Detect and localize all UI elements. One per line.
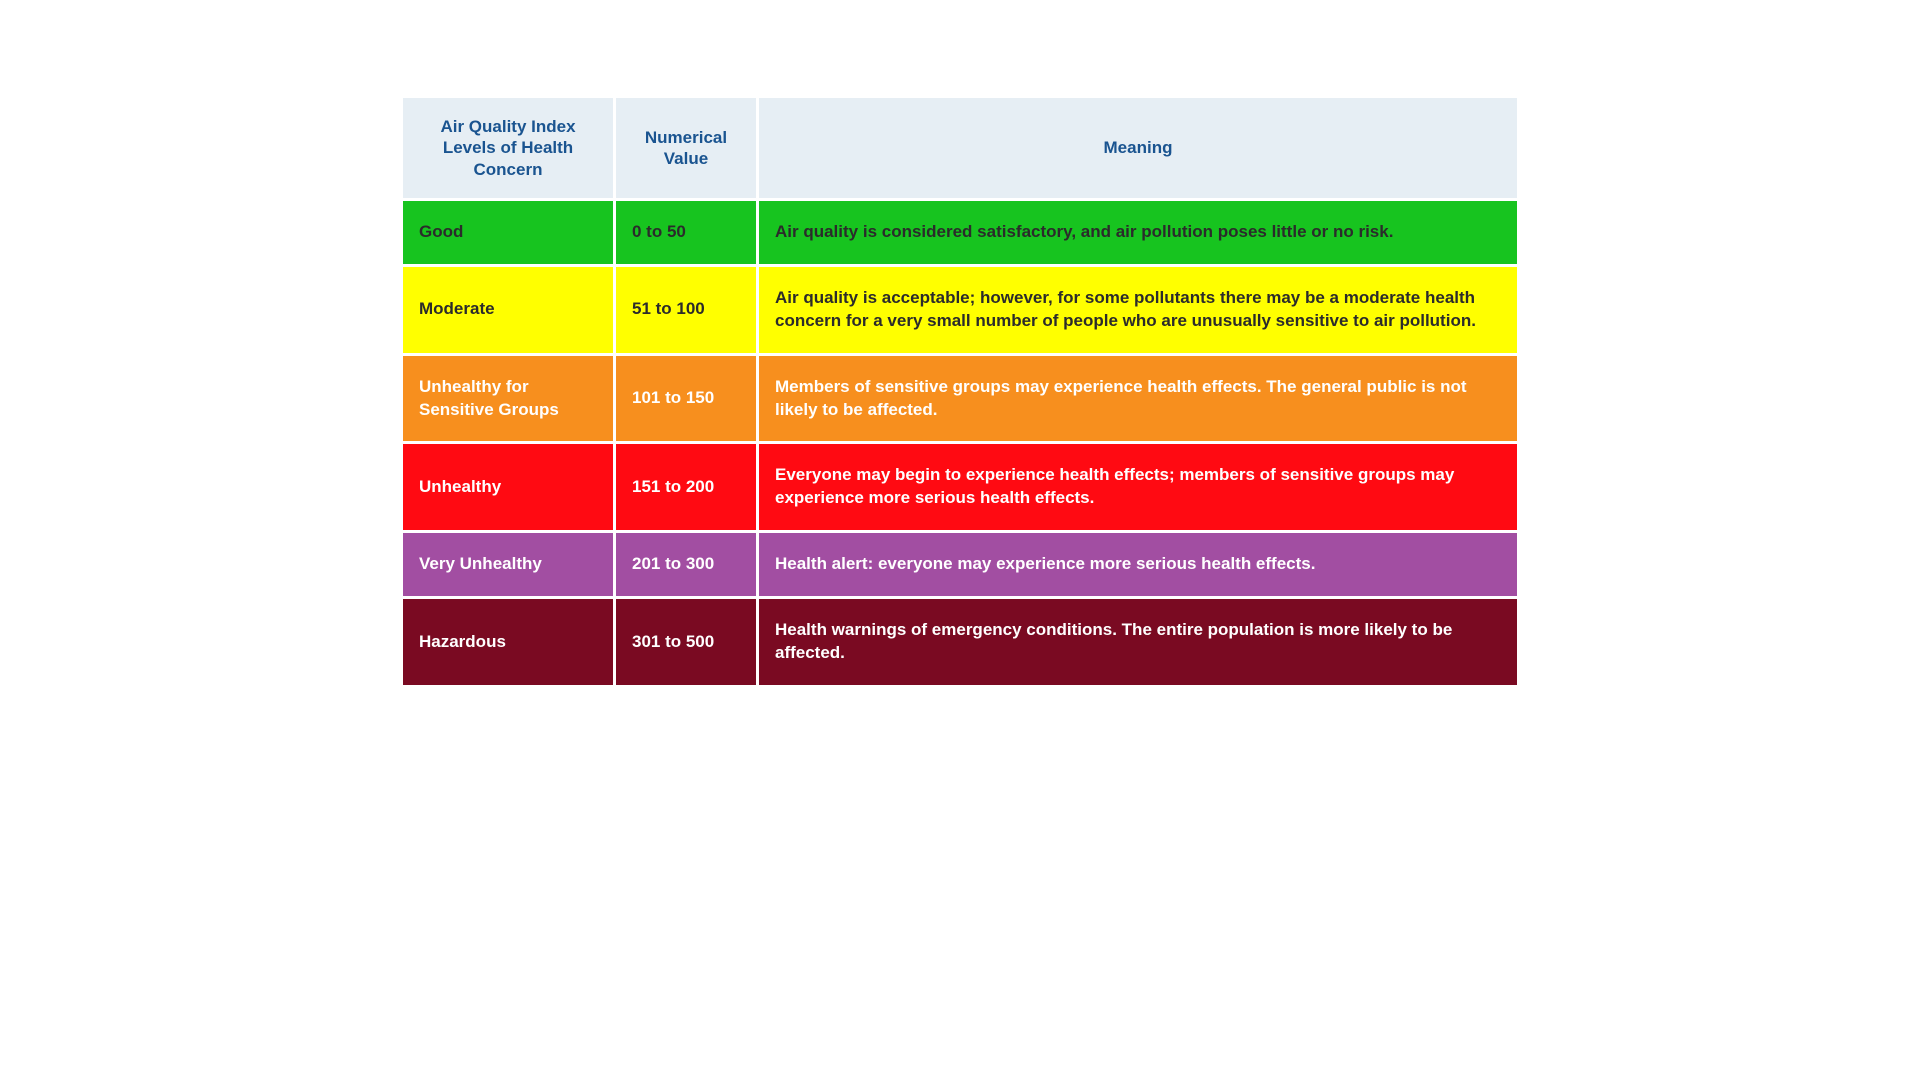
table-row: Moderate51 to 100Air quality is acceptab… — [403, 267, 1517, 353]
col-header-meaning: Meaning — [759, 98, 1517, 198]
cell-meaning: Health alert: everyone may experience mo… — [759, 533, 1517, 596]
table-row: Good0 to 50Air quality is considered sat… — [403, 201, 1517, 264]
col-header-level: Air Quality Index Levels of Health Conce… — [403, 98, 613, 198]
table-header-row: Air Quality Index Levels of Health Conce… — [403, 98, 1517, 198]
table-row: Very Unhealthy201 to 300Health alert: ev… — [403, 533, 1517, 596]
cell-value: 51 to 100 — [616, 267, 756, 353]
cell-meaning: Air quality is considered satisfactory, … — [759, 201, 1517, 264]
cell-value: 101 to 150 — [616, 356, 756, 442]
cell-level: Moderate — [403, 267, 613, 353]
table-row: Unhealthy for Sensitive Groups101 to 150… — [403, 356, 1517, 442]
table-row: Unhealthy151 to 200Everyone may begin to… — [403, 444, 1517, 530]
table-row: Hazardous301 to 500Health warnings of em… — [403, 599, 1517, 685]
aqi-table: Air Quality Index Levels of Health Conce… — [400, 95, 1520, 688]
cell-value: 301 to 500 — [616, 599, 756, 685]
cell-value: 201 to 300 — [616, 533, 756, 596]
aqi-table-container: Air Quality Index Levels of Health Conce… — [400, 95, 1520, 688]
cell-meaning: Everyone may begin to experience health … — [759, 444, 1517, 530]
cell-level: Very Unhealthy — [403, 533, 613, 596]
col-header-value: Numerical Value — [616, 98, 756, 198]
cell-meaning: Members of sensitive groups may experien… — [759, 356, 1517, 442]
cell-level: Hazardous — [403, 599, 613, 685]
cell-value: 0 to 50 — [616, 201, 756, 264]
aqi-table-body: Good0 to 50Air quality is considered sat… — [403, 201, 1517, 685]
cell-level: Good — [403, 201, 613, 264]
cell-meaning: Health warnings of emergency conditions.… — [759, 599, 1517, 685]
cell-level: Unhealthy — [403, 444, 613, 530]
cell-meaning: Air quality is acceptable; however, for … — [759, 267, 1517, 353]
cell-level: Unhealthy for Sensitive Groups — [403, 356, 613, 442]
cell-value: 151 to 200 — [616, 444, 756, 530]
